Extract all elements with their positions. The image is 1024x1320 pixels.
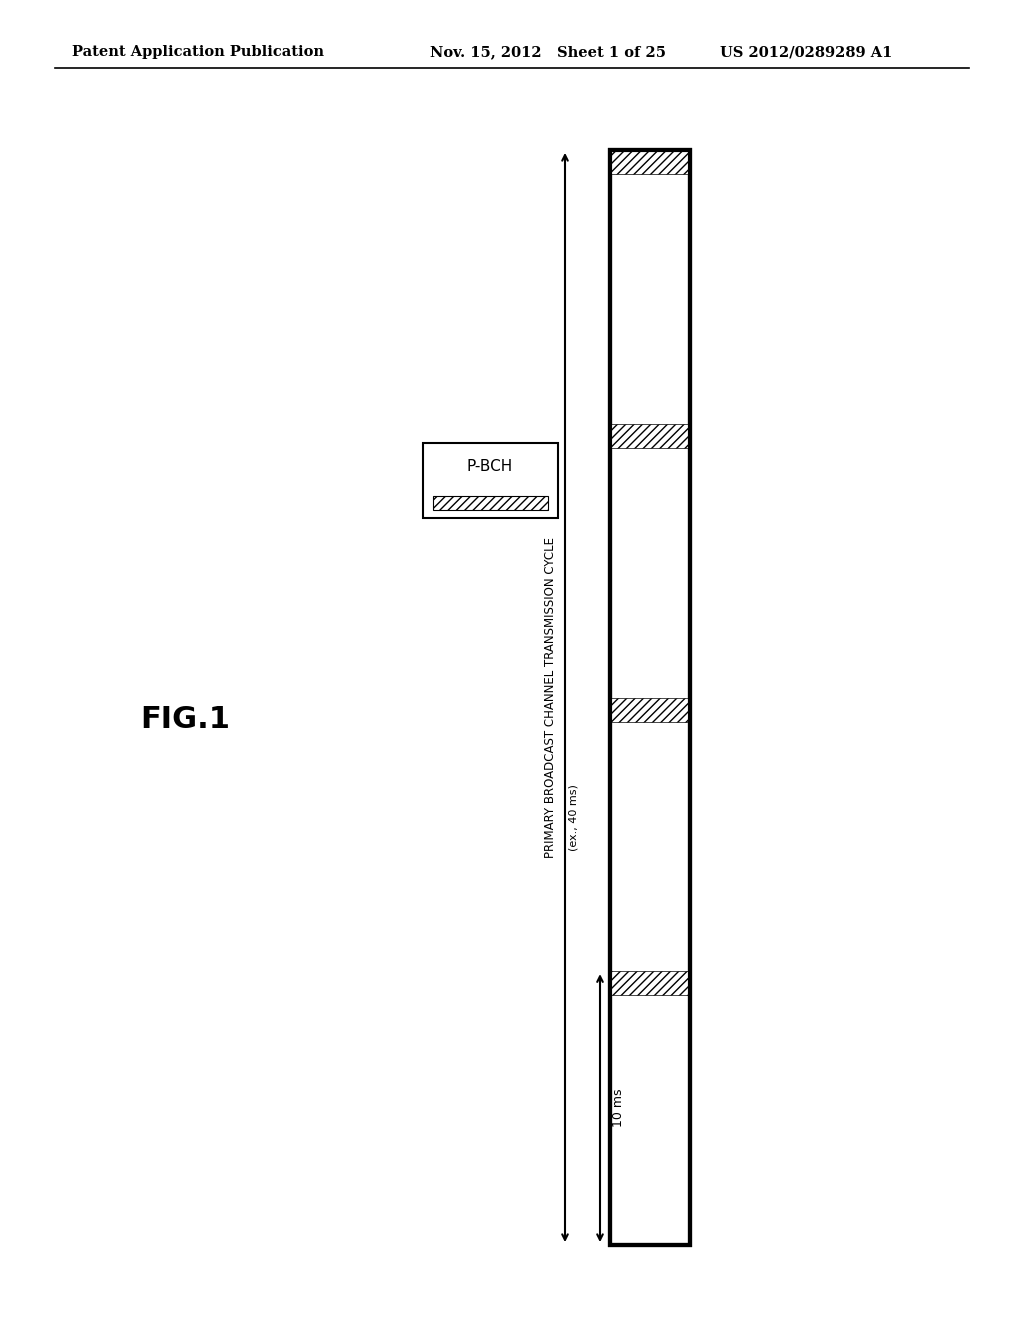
Text: PRIMARY BROADCAST CHANNEL TRANSMISSION CYCLE: PRIMARY BROADCAST CHANNEL TRANSMISSION C… xyxy=(544,537,556,858)
Bar xyxy=(610,150,690,1245)
Bar xyxy=(432,495,548,510)
Bar xyxy=(610,150,690,1245)
Text: FIG.1: FIG.1 xyxy=(140,705,230,734)
Bar xyxy=(610,150,690,174)
Text: (ex., 40 ms): (ex., 40 ms) xyxy=(568,784,578,851)
Text: Patent Application Publication: Patent Application Publication xyxy=(72,45,324,59)
Text: P-BCH: P-BCH xyxy=(467,459,513,474)
Bar xyxy=(610,697,690,722)
Bar xyxy=(423,442,557,517)
Text: US 2012/0289289 A1: US 2012/0289289 A1 xyxy=(720,45,892,59)
Text: 10 ms: 10 ms xyxy=(611,1089,625,1127)
Bar xyxy=(610,424,690,447)
Bar xyxy=(610,972,690,995)
Text: Nov. 15, 2012   Sheet 1 of 25: Nov. 15, 2012 Sheet 1 of 25 xyxy=(430,45,666,59)
